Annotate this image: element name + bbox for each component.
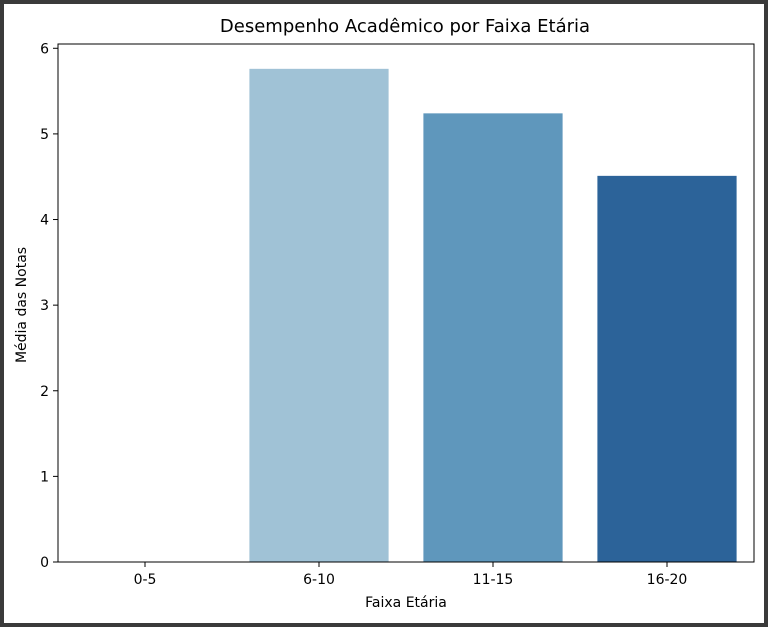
bar-chart: Desempenho Acadêmico por Faixa Etária 0 1…	[14, 16, 755, 611]
bars-group	[249, 68, 737, 563]
x-tick-label: 11-15	[473, 572, 514, 588]
y-tick-label: 0	[40, 555, 49, 571]
chart-window: Desempenho Acadêmico por Faixa Etária 0 1…	[4, 4, 764, 623]
y-tick-label: 1	[40, 469, 49, 485]
y-tick-label: 2	[40, 384, 49, 400]
x-axis-ticks: 0-5 6-10 11-15 16-20	[134, 562, 688, 588]
x-tick-label: 6-10	[303, 572, 335, 588]
y-tick-label: 4	[40, 213, 49, 229]
y-axis-label: Média das Notas	[14, 247, 30, 363]
x-axis-label: Faixa Etária	[365, 595, 447, 611]
y-tick-label: 6	[40, 41, 49, 57]
chart-title: Desempenho Acadêmico por Faixa Etária	[220, 16, 590, 37]
bar-16-20	[597, 175, 737, 562]
x-tick-label: 16-20	[647, 572, 688, 588]
bar-6-10	[249, 68, 389, 563]
x-tick-label: 0-5	[134, 572, 157, 588]
y-axis-ticks: 0 1 2 3 4 5 6	[40, 41, 58, 571]
y-tick-label: 3	[40, 298, 49, 314]
y-tick-label: 5	[40, 127, 49, 143]
bar-11-15	[423, 113, 563, 563]
plot-frame	[57, 43, 755, 563]
